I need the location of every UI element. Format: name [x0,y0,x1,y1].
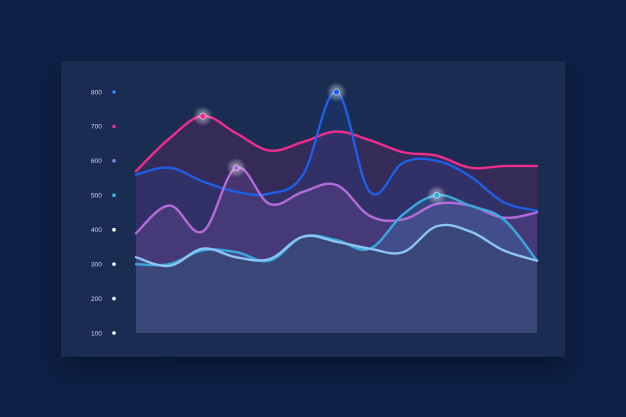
y-tick-label: 200 [91,296,102,303]
y-tick-dot [112,193,116,198]
y-tick-dot [112,296,116,301]
y-tick-dot [112,90,116,94]
highlight-point-cyan[interactable] [433,191,441,199]
series-line-light-blue [134,223,539,268]
area-layer [136,91,537,333]
area-light-blue [136,224,537,333]
marker-layer [192,82,447,206]
highlight-point-lavender[interactable] [232,164,240,172]
y-tick-dot [112,331,116,335]
y-tick-label: 700 [91,124,102,131]
y-tick-label: 500 [91,193,102,200]
series-line-cyan [134,193,539,267]
y-tick-dot [112,159,116,163]
y-axis: 800 700 600 500 400 300 200 100 [91,89,116,337]
y-tick-dot [112,262,116,266]
y-tick-label: 800 [91,89,102,96]
y-tick-dot [112,124,116,129]
y-tick-label: 100 [91,330,102,337]
highlight-point-magenta[interactable] [199,112,207,120]
y-tick-label: 600 [91,158,102,165]
y-tick-label: 300 [91,261,102,268]
highlight-point-blue[interactable] [333,88,340,96]
y-tick-label: 400 [91,227,102,234]
y-tick-dot [112,227,116,232]
